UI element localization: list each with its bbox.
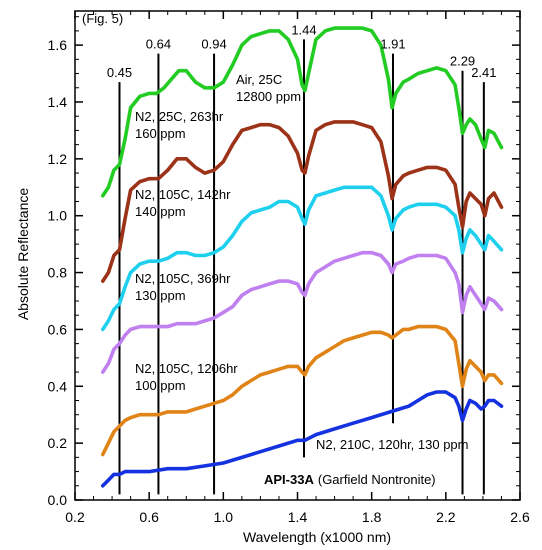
- band-label-1: 0.45: [107, 65, 132, 80]
- series-label-1-line-2: 12800 ppm: [236, 89, 301, 104]
- series-label-3-line-2: 140 ppm: [135, 204, 186, 219]
- x-tick-label: 1.8: [362, 509, 382, 525]
- y-tick-label: 1.4: [48, 94, 68, 110]
- y-axis-title: Absolute Reflectance: [15, 188, 31, 321]
- series-label-4-line-2: 130 ppm: [135, 288, 186, 303]
- series-label-5-line-2: 100 ppm: [135, 378, 186, 393]
- y-tick-label: 0.8: [48, 265, 68, 281]
- series-label-4-line-1: N2, 105C, 369hr: [135, 271, 231, 286]
- series-line-1: [101, 26, 504, 198]
- series-line-3: [101, 185, 504, 332]
- y-tick-label: 0.4: [48, 378, 68, 394]
- band-label-7: 2.41: [471, 65, 496, 80]
- series-label-6-line-1: N2, 210C, 120hr, 130 ppm: [316, 437, 469, 452]
- x-tick-label: 0.6: [139, 509, 159, 525]
- series-line-5: [101, 324, 504, 457]
- series-lines: [101, 26, 504, 488]
- series-line-4: [101, 250, 504, 374]
- x-tick-label: 0.2: [65, 509, 85, 525]
- axis-ticks: 0.2 0.6 1.0 1.4 1.8 2.2 2.60.00.20.40.60.81.01…: [48, 11, 530, 525]
- x-tick-label: 2.6: [510, 509, 530, 525]
- x-tick-label: 1.4: [288, 509, 308, 525]
- y-tick-label: 0.6: [48, 321, 68, 337]
- y-tick-label: 1.6: [48, 37, 68, 53]
- band-label-2: 0.64: [146, 37, 171, 52]
- figure-label: (Fig. 5): [82, 11, 123, 26]
- band-markers: [118, 39, 485, 495]
- x-axis-title: Wavelength (x1000 nm): [243, 529, 391, 545]
- series-label-3-line-1: N2, 105C, 142hr: [135, 187, 231, 202]
- sample-description: (Garfield Nontronite): [318, 472, 436, 487]
- series-label-2-line-2: 160 ppm: [135, 126, 186, 141]
- band-label-3: 0.94: [201, 37, 226, 52]
- band-label-4: 1.44: [291, 22, 316, 37]
- x-tick-label: 1.0: [214, 509, 234, 525]
- annotations: (Fig. 5) Wavelength (x1000 nm) Absolute …: [15, 11, 497, 545]
- band-label-6: 2.29: [450, 54, 475, 69]
- x-tick-label: 2.2: [436, 509, 456, 525]
- y-tick-label: 0.0: [48, 492, 68, 508]
- series-line-2: [101, 120, 504, 283]
- y-tick-label: 1.2: [48, 151, 68, 167]
- sample-label: API-33A (Garfield Nontronite): [264, 472, 436, 487]
- y-tick-label: 0.2: [48, 435, 68, 451]
- sample-name: API-33A: [264, 472, 314, 487]
- series-label-2-line-1: N2, 25C, 263hr: [135, 109, 224, 124]
- series-label-1-line-1: Air, 25C: [236, 72, 282, 87]
- band-label-5: 1.91: [380, 37, 405, 52]
- series-line-6: [101, 390, 504, 488]
- y-tick-label: 1.0: [48, 208, 68, 224]
- series-label-5-line-1: N2, 105C, 1206hr: [135, 361, 238, 376]
